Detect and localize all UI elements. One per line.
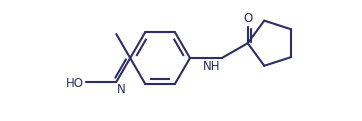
Text: N: N xyxy=(117,83,126,96)
Text: O: O xyxy=(243,12,252,25)
Text: NH: NH xyxy=(203,60,220,73)
Text: HO: HO xyxy=(66,77,83,90)
